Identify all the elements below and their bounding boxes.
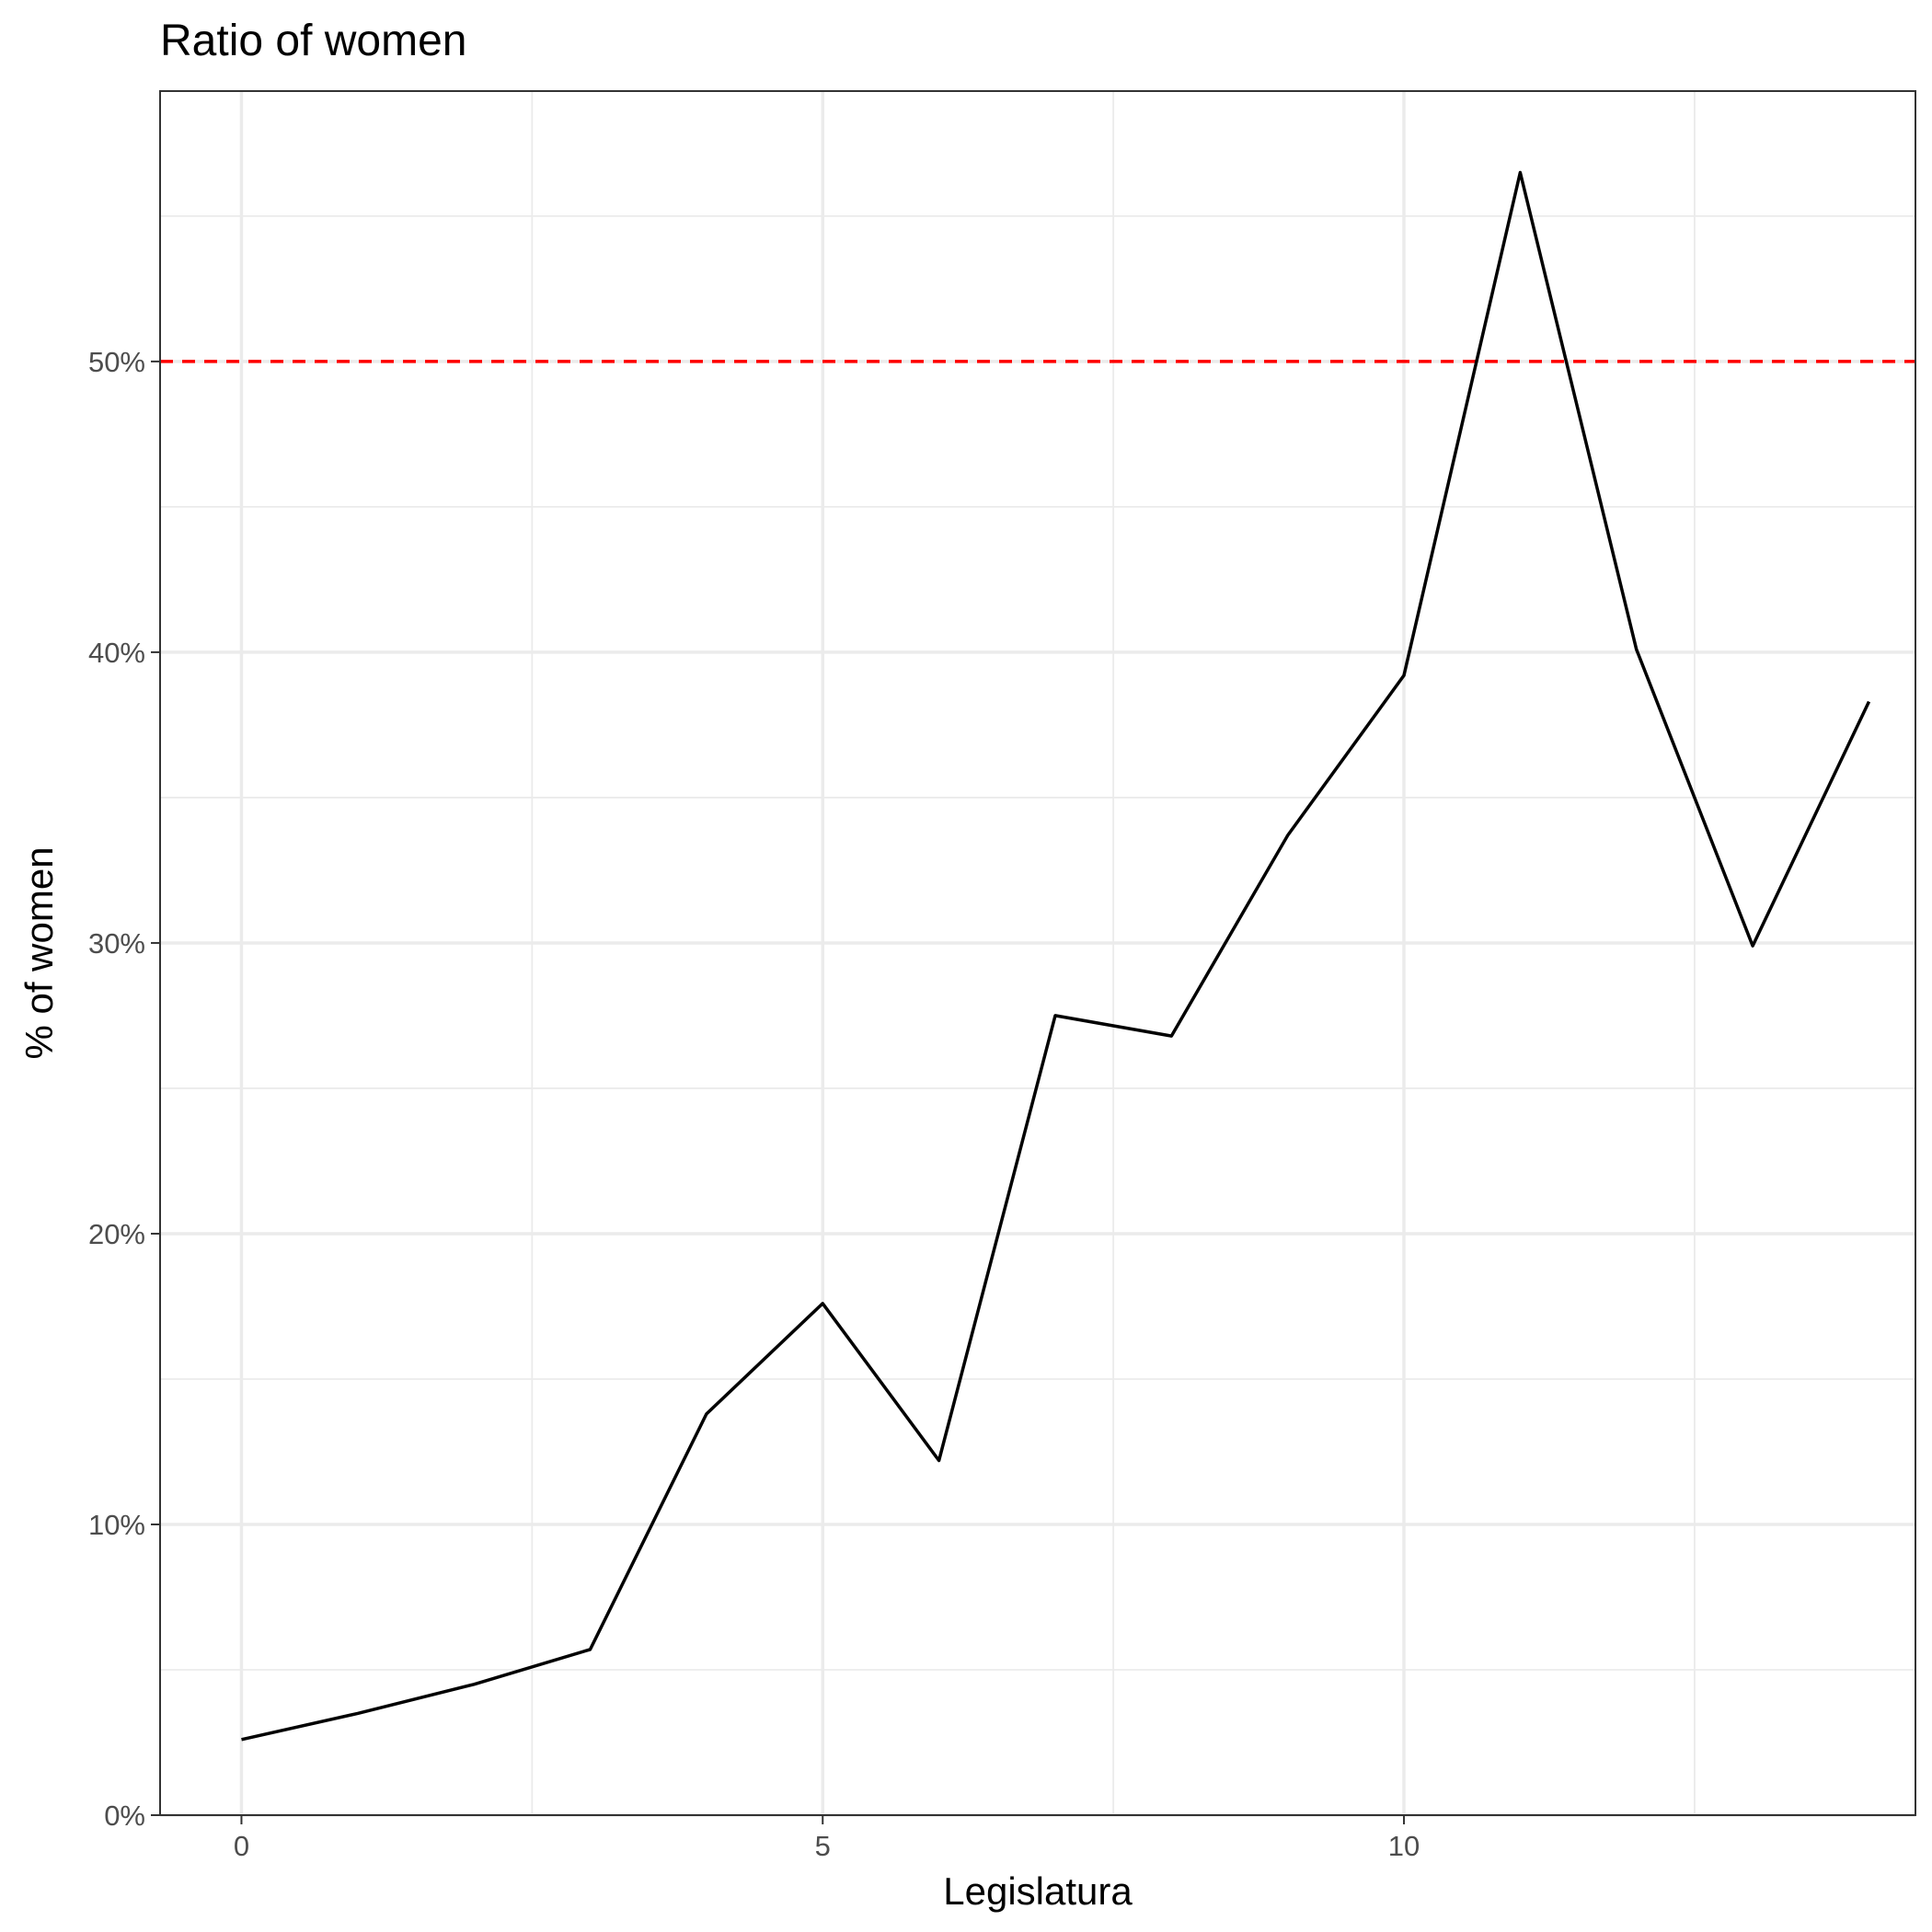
- y-tick-label: 10%: [88, 1509, 145, 1541]
- x-tick-label: 10: [1388, 1830, 1420, 1862]
- x-axis: 0 5 10: [234, 1815, 1420, 1862]
- series-line: [241, 170, 1871, 1742]
- chart-title: Ratio of women: [160, 17, 467, 65]
- grid-lines: [160, 91, 1915, 1817]
- y-tick-label: 40%: [88, 637, 145, 669]
- x-tick-label: 5: [815, 1830, 831, 1862]
- y-tick-label: 0%: [104, 1800, 145, 1832]
- y-tick-label: 50%: [88, 346, 145, 378]
- y-tick-label: 30%: [88, 927, 145, 960]
- y-tick-label: 20%: [88, 1218, 145, 1250]
- y-axis-title: % of women: [17, 846, 61, 1059]
- plot-panel-border: [159, 90, 1916, 1816]
- y-axis: 0% 10% 20% 30% 40% 50%: [88, 346, 160, 1832]
- x-axis-title: Legislatura: [943, 1869, 1133, 1913]
- x-tick-label: 0: [234, 1830, 249, 1862]
